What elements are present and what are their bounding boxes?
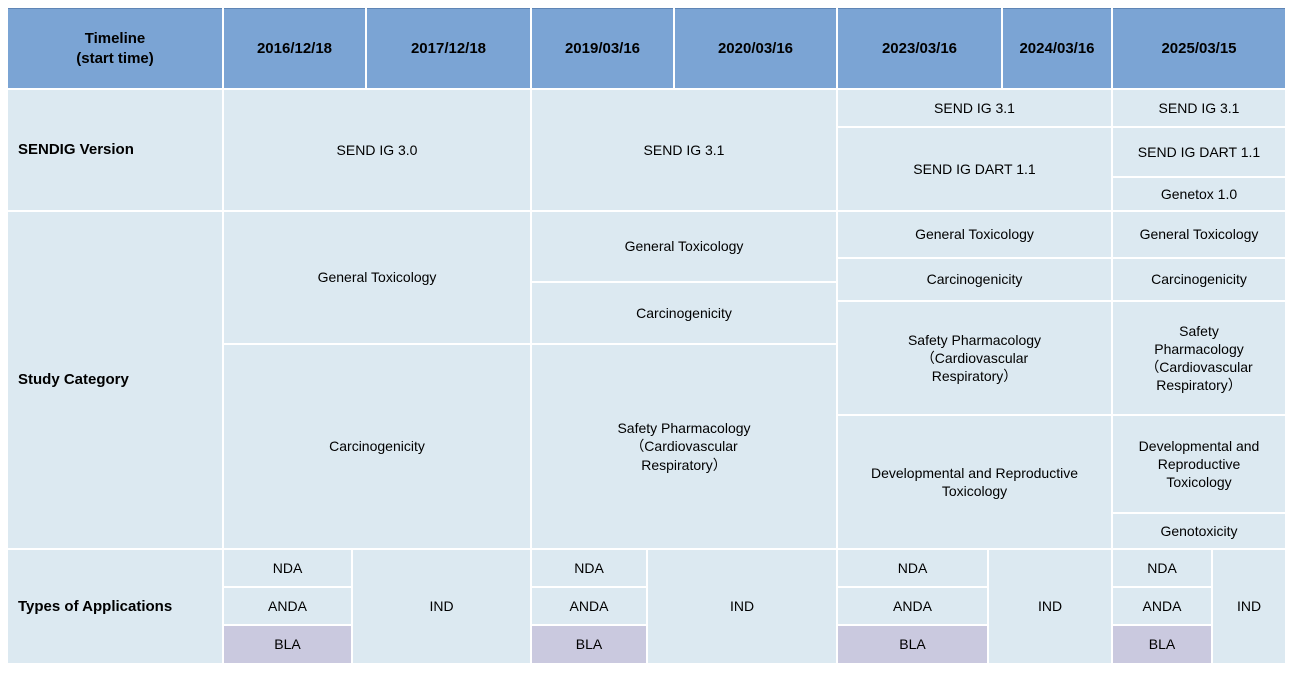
cell-general-toxicology-2023: General Toxicology [838,212,1111,257]
header-date-2024-03-16: 2024/03/16 [1003,8,1111,88]
cell-ind-2024: IND [989,550,1111,663]
row-label-types-of-applications: Types of Applications [8,550,222,663]
safety-pharmacology-text: Safety Pharmacology（Cardiovascular Respi… [1145,322,1253,394]
cell-genetox-2025: Genetox 1.0 [1113,178,1285,210]
cell-bla-2023: BLA [838,626,987,663]
cell-anda-2025: ANDA [1113,588,1211,624]
header-date-2020-03-16: 2020/03/16 [675,8,836,88]
cell-send-ig-31-2019: SEND IG 3.1 [532,90,836,210]
header-date-2017-12-18: 2017/12/18 [367,8,530,88]
cell-ind-2025: IND [1213,550,1285,663]
cell-dart-2023: Developmental and Reproductive Toxicolog… [838,416,1111,548]
cell-bla-2025: BLA [1113,626,1211,663]
cell-anda-2016: ANDA [224,588,351,624]
row-label-sendig-version: SENDIG Version [8,90,222,210]
cell-send-ig-30: SEND IG 3.0 [224,90,530,210]
cell-send-ig-31-2025: SEND IG 3.1 [1113,90,1285,126]
row-label-study-category: Study Category [8,212,222,548]
cell-nda-2019: NDA [532,550,646,586]
cell-bla-2019: BLA [532,626,646,663]
cell-safety-pharmacology-2025: Safety Pharmacology（Cardiovascular Respi… [1113,302,1285,414]
safety-pharmacology-text: Safety Pharmacology（Cardiovascular Respi… [907,331,1042,385]
cell-carcinogenicity-2016: Carcinogenicity [224,345,530,548]
cell-safety-pharmacology-2023: Safety Pharmacology（Cardiovascular Respi… [838,302,1111,414]
cell-ind-2017: IND [353,550,530,663]
cell-dart-2025: Developmental and Reproductive Toxicolog… [1113,416,1285,512]
cell-anda-2023: ANDA [838,588,987,624]
cell-send-ig-dart-2025: SEND IG DART 1.1 [1113,128,1285,176]
cell-nda-2016: NDA [224,550,351,586]
cell-general-toxicology-2019: General Toxicology [532,212,836,281]
header-date-2023-03-16: 2023/03/16 [838,8,1001,88]
dart-text: Developmental and Reproductive Toxicolog… [870,464,1078,499]
cell-bla-2016: BLA [224,626,351,663]
header-date-2016-12-18: 2016/12/18 [224,8,365,88]
cell-general-toxicology-2025: General Toxicology [1113,212,1285,257]
cell-carcinogenicity-2019: Carcinogenicity [532,283,836,343]
cell-carcinogenicity-2023: Carcinogenicity [838,259,1111,300]
cell-general-toxicology-2016: General Toxicology [224,212,530,343]
cell-nda-2023: NDA [838,550,987,586]
safety-pharmacology-text: Safety Pharmacology（Cardiovascular Respi… [617,420,751,473]
cell-carcinogenicity-2025: Carcinogenicity [1113,259,1285,300]
dart-text: Developmental and Reproductive Toxicolog… [1138,437,1260,491]
cell-safety-pharmacology-2019: Safety Pharmacology（Cardiovascular Respi… [532,345,836,548]
cell-nda-2025: NDA [1113,550,1211,586]
cell-send-ig-dart-2023: SEND IG DART 1.1 [838,128,1111,210]
cell-genotoxicity-2025: Genotoxicity [1113,514,1285,548]
header-timeline: Timeline (start time) [8,8,222,88]
header-date-2019-03-16: 2019/03/16 [532,8,673,88]
cell-anda-2019: ANDA [532,588,646,624]
cell-ind-2020: IND [648,550,836,663]
cell-send-ig-31-2023: SEND IG 3.1 [838,90,1111,126]
header-date-2025-03-15: 2025/03/15 [1113,8,1285,88]
